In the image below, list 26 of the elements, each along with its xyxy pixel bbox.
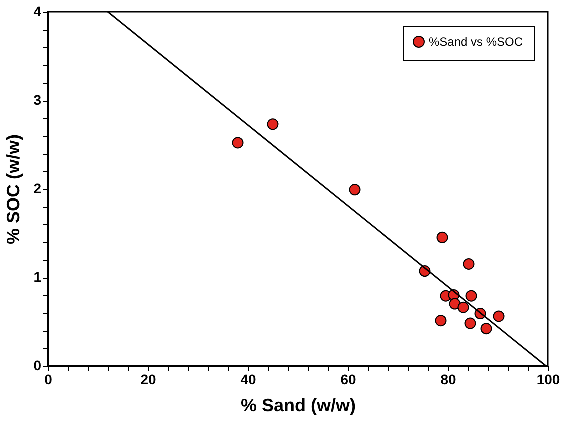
x-tick-label: 20 bbox=[140, 372, 156, 388]
x-tick-label: 40 bbox=[240, 372, 256, 388]
point bbox=[458, 302, 470, 314]
y-tick-label: 1 bbox=[34, 269, 42, 285]
point bbox=[466, 290, 478, 302]
legend-label: %Sand vs %SOC bbox=[429, 35, 524, 49]
y-tick-label: 2 bbox=[34, 180, 42, 196]
x-axis-title: % Sand (w/w) bbox=[240, 396, 356, 416]
point bbox=[232, 137, 244, 149]
x-tick-label: 100 bbox=[536, 372, 560, 388]
x-tick-label: 0 bbox=[44, 372, 53, 388]
y-axis-title: % SOC (w/w) bbox=[4, 134, 24, 245]
point bbox=[480, 323, 492, 335]
point bbox=[436, 232, 448, 244]
x-tick-label: 80 bbox=[440, 372, 456, 388]
y-tick-label: 0 bbox=[34, 358, 42, 374]
point bbox=[463, 258, 475, 270]
point bbox=[493, 310, 505, 322]
point bbox=[435, 315, 447, 327]
point bbox=[267, 118, 279, 130]
point bbox=[449, 298, 461, 310]
point bbox=[464, 318, 476, 330]
y-tick-label: 4 bbox=[34, 4, 42, 20]
x-tick-label: 60 bbox=[340, 372, 356, 388]
point bbox=[349, 184, 361, 196]
y-tick-label: 3 bbox=[34, 92, 42, 108]
